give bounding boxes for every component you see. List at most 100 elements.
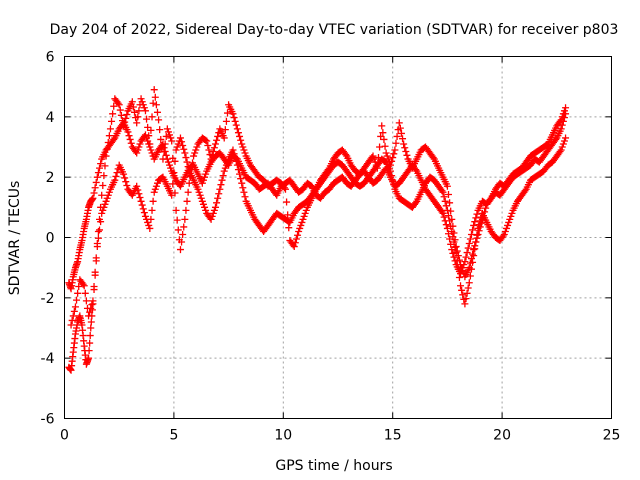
data-point [429, 154, 437, 162]
data-point [195, 188, 203, 196]
data-point [169, 154, 177, 162]
data-point [237, 175, 245, 183]
data-point [219, 172, 227, 180]
data-point [162, 132, 170, 140]
data-point [180, 223, 188, 231]
data-point [459, 291, 467, 299]
data-point [198, 179, 206, 187]
data-point [157, 135, 165, 143]
data-point [134, 146, 142, 154]
data-point [94, 234, 102, 242]
data-point [501, 227, 509, 235]
data-point [505, 218, 513, 226]
data-point [465, 279, 473, 287]
data-point [156, 126, 164, 134]
data-point [146, 140, 154, 148]
data-point [110, 135, 118, 143]
data-point [399, 135, 407, 143]
data-point [136, 194, 144, 202]
data-point [500, 230, 508, 238]
grid-lines [64, 56, 612, 419]
data-point [129, 103, 137, 111]
data-point [502, 224, 510, 232]
data-point [463, 289, 471, 297]
data-point [185, 179, 193, 187]
data-point [103, 145, 111, 153]
data-point [521, 187, 529, 195]
data-point [559, 110, 567, 118]
data-point [180, 145, 188, 153]
data-point [233, 161, 241, 169]
data-point [371, 158, 379, 166]
data-point [281, 185, 289, 193]
data-point [150, 188, 158, 196]
data-point [294, 231, 302, 239]
data-point [392, 139, 400, 147]
data-point [462, 253, 470, 261]
data-point [560, 107, 568, 115]
data-point [556, 117, 564, 125]
data-point [170, 172, 178, 180]
data-point [100, 172, 108, 180]
data-point [121, 118, 129, 126]
data-point [162, 151, 170, 159]
data-point [113, 169, 121, 177]
data-point [441, 197, 449, 205]
data-point [182, 154, 190, 162]
y-tick-label: -4 [41, 351, 55, 367]
data-point [168, 137, 176, 145]
data-point [94, 169, 102, 177]
data-point [229, 110, 237, 118]
data-point [562, 104, 570, 112]
data-point [152, 101, 160, 109]
data-point [473, 210, 481, 218]
data-point [224, 158, 232, 166]
data-point [164, 158, 172, 166]
data-point [342, 151, 350, 159]
data-point [222, 161, 230, 169]
data-point [412, 166, 420, 174]
data-point [234, 166, 242, 174]
data-point [239, 184, 247, 192]
data-point [481, 208, 489, 216]
data-point [214, 132, 222, 140]
data-point [174, 226, 182, 234]
data-point [389, 154, 397, 162]
data-point [178, 138, 186, 146]
data-point [241, 149, 249, 157]
data-point [143, 115, 151, 123]
data-point [101, 200, 109, 208]
data-point [380, 135, 388, 143]
data-point [467, 255, 475, 263]
data-point [114, 99, 122, 107]
data-point [202, 136, 210, 144]
data-point [507, 212, 515, 220]
data-point [213, 136, 221, 144]
data-point [89, 297, 97, 305]
data-point [470, 221, 478, 229]
data-point [390, 181, 398, 189]
data-point [473, 234, 481, 242]
data-point [91, 268, 99, 276]
data-point [451, 236, 459, 244]
data-point [458, 286, 466, 294]
data-point [171, 189, 179, 197]
data-point [443, 182, 451, 190]
data-point [471, 218, 479, 226]
data-point [499, 232, 507, 240]
data-point [381, 142, 389, 150]
data-point [455, 256, 463, 264]
data-point [120, 122, 128, 130]
data-point [140, 209, 148, 217]
data-point [131, 108, 139, 116]
data-point [74, 289, 82, 297]
data-point [466, 272, 474, 280]
data-point [139, 101, 147, 109]
y-tick-label: -2 [41, 291, 55, 307]
data-point [464, 244, 472, 252]
data-point [105, 132, 113, 140]
data-point [239, 143, 247, 151]
data-point [202, 206, 210, 214]
data-point [291, 239, 299, 247]
data-point [111, 176, 119, 184]
